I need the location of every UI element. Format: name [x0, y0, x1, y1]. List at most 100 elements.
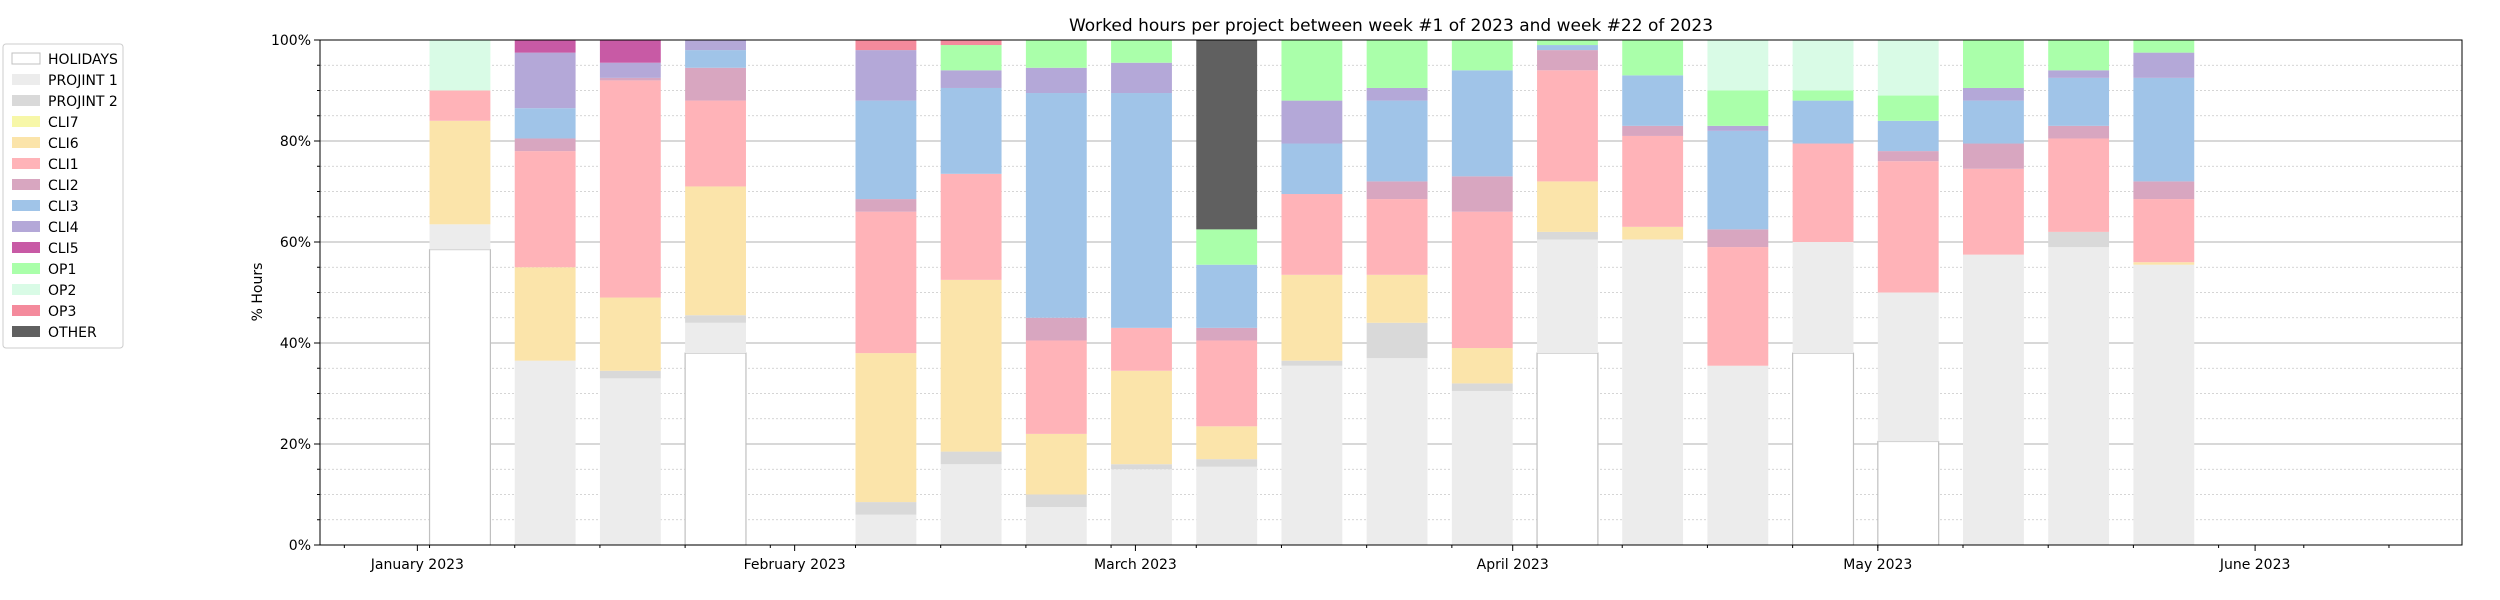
bar-segment-projint-1 [1111, 469, 1172, 545]
x-tick-label: May 2023 [1843, 557, 1912, 573]
bar-segment-op3 [940, 40, 1002, 46]
bar-segment-cli2 [685, 67, 746, 101]
bar-segment-projint-1 [429, 224, 491, 250]
bar-segment-projint-2 [1451, 383, 1513, 391]
legend-swatch [12, 242, 40, 253]
legend-label: OTHER [48, 325, 97, 341]
bar-segment-cli4 [2133, 52, 2195, 78]
bar-segment-holidays [1792, 352, 1855, 546]
bar-segment-projint-1 [1537, 239, 1598, 354]
bar-segment-cli1 [1707, 247, 1769, 366]
bar-segment-projint-2 [1281, 360, 1343, 366]
bar-segment-cli4 [514, 52, 576, 109]
bar-segment-cli4 [1963, 87, 2024, 101]
bar-segment-cli2 [1707, 229, 1769, 248]
legend-swatch [12, 179, 40, 190]
legend-swatch [12, 284, 40, 295]
bar-segment-cli1 [685, 100, 746, 187]
bar-segment-cli6 [429, 120, 491, 225]
bar-segment-op1 [1622, 40, 1684, 76]
bar-segment-op1 [1025, 40, 1087, 68]
bar-segment-cli2 [2133, 181, 2195, 200]
bar-segment-cli4 [1707, 125, 1769, 131]
bar-segment-cli1 [514, 151, 576, 268]
bar-segment-cli6 [1366, 274, 1428, 323]
bar-segment-cli6 [1451, 348, 1513, 384]
y-axis-label: % Hours [250, 263, 266, 322]
bar-segment-cli3 [1537, 45, 1598, 51]
legend-swatch [12, 263, 40, 274]
x-tick-label: January 2023 [370, 557, 464, 573]
bar-segment-op1 [1451, 40, 1513, 71]
bar-segment-op2 [429, 40, 491, 91]
bar-segment-cli6 [940, 279, 1002, 452]
bar-segment-cli2 [1877, 151, 1939, 162]
legend-label: CLI4 [48, 220, 79, 236]
bar-segment-cli2 [1366, 181, 1428, 200]
bar-segment-cli6 [685, 186, 746, 316]
bar-segment-cli4 [1111, 62, 1172, 94]
legend-swatch [12, 305, 40, 316]
legend-label: OP3 [48, 304, 76, 320]
x-tick-label: February 2023 [744, 557, 846, 573]
x-tick-label: March 2023 [1094, 557, 1177, 573]
bar-segment-op1 [1792, 90, 1854, 101]
bar-segment-projint-1 [1196, 466, 1258, 545]
bar-segment-cli6 [514, 267, 576, 361]
bar-segment-cli6 [1281, 274, 1343, 361]
bar-segment-cli6 [599, 297, 661, 371]
bar-segment-op1 [1111, 40, 1172, 63]
bar-segment-cli1 [1196, 340, 1258, 427]
legend-swatch [12, 74, 40, 85]
bar-segment-op2 [1792, 40, 1854, 91]
bar-segment-op1 [1707, 90, 1769, 126]
bar-segment-cli4 [855, 50, 917, 101]
bar-segment-cli3 [514, 108, 576, 139]
bar-segment-cli4 [599, 62, 661, 78]
bar-segment-projint-2 [940, 451, 1002, 465]
bar-segment-op1 [2133, 40, 2195, 53]
bar-segment-cli1 [1281, 194, 1343, 275]
y-tick-label: 80% [280, 134, 311, 150]
legend: HOLIDAYS PROJINT 1 PROJINT 2 CLI7 CLI6 CLI1 CL… [2, 43, 124, 349]
bar-segment-cli6 [2133, 262, 2195, 265]
legend-label: OP2 [48, 283, 76, 299]
bar-segment-cli3 [1366, 100, 1428, 182]
bar-segment-projint-1 [1025, 507, 1087, 545]
legend-label: CLI3 [48, 199, 79, 215]
bar-segment-cli1 [2048, 138, 2110, 232]
bar-segment-cli2 [1451, 176, 1513, 212]
x-tick-label: April 2023 [1477, 557, 1549, 573]
bar-segment-cli6 [1025, 433, 1087, 495]
legend-swatch [12, 158, 40, 169]
bar-segment-cli4 [940, 70, 1002, 88]
bar-segment-op1 [1366, 40, 1428, 88]
bar-segment-projint-2 [855, 502, 917, 515]
bar-segment-cli1 [855, 211, 917, 354]
bar-segment-cli3 [2133, 77, 2195, 182]
bar-segment-cli4 [1025, 67, 1087, 94]
bar-segment-op1 [940, 45, 1002, 71]
y-tick-label: 20% [280, 437, 311, 453]
bar-segment-cli1 [429, 90, 491, 121]
bar-segment-projint-1 [1877, 292, 1939, 442]
x-tick-label: June 2023 [2219, 557, 2291, 573]
bar-segment-cli3 [2048, 77, 2110, 126]
bar-segment-op3 [855, 40, 917, 51]
bar-segment-cli5 [514, 40, 576, 53]
bar-segment-cli3 [1877, 120, 1939, 152]
bar-segment-cli1 [940, 173, 1002, 280]
bar-segment-projint-2 [1537, 231, 1598, 240]
bar-segment-op1 [1877, 95, 1939, 121]
bar-segment-cli2 [1963, 143, 2024, 169]
bar-segment-projint-1 [940, 464, 1002, 545]
bar-segment-cli3 [855, 100, 917, 200]
bar-segment-cli4 [1366, 87, 1428, 101]
bar-segment-projint-2 [1196, 459, 1258, 467]
bar-segment-projint-1 [1622, 239, 1684, 545]
bar-segment-cli3 [940, 87, 1002, 174]
legend-label: CLI7 [48, 115, 79, 131]
bar-segment-projint-2 [1025, 494, 1087, 508]
bar-segment-cli1 [1537, 70, 1598, 182]
bar-segment-cli3 [1281, 143, 1343, 195]
